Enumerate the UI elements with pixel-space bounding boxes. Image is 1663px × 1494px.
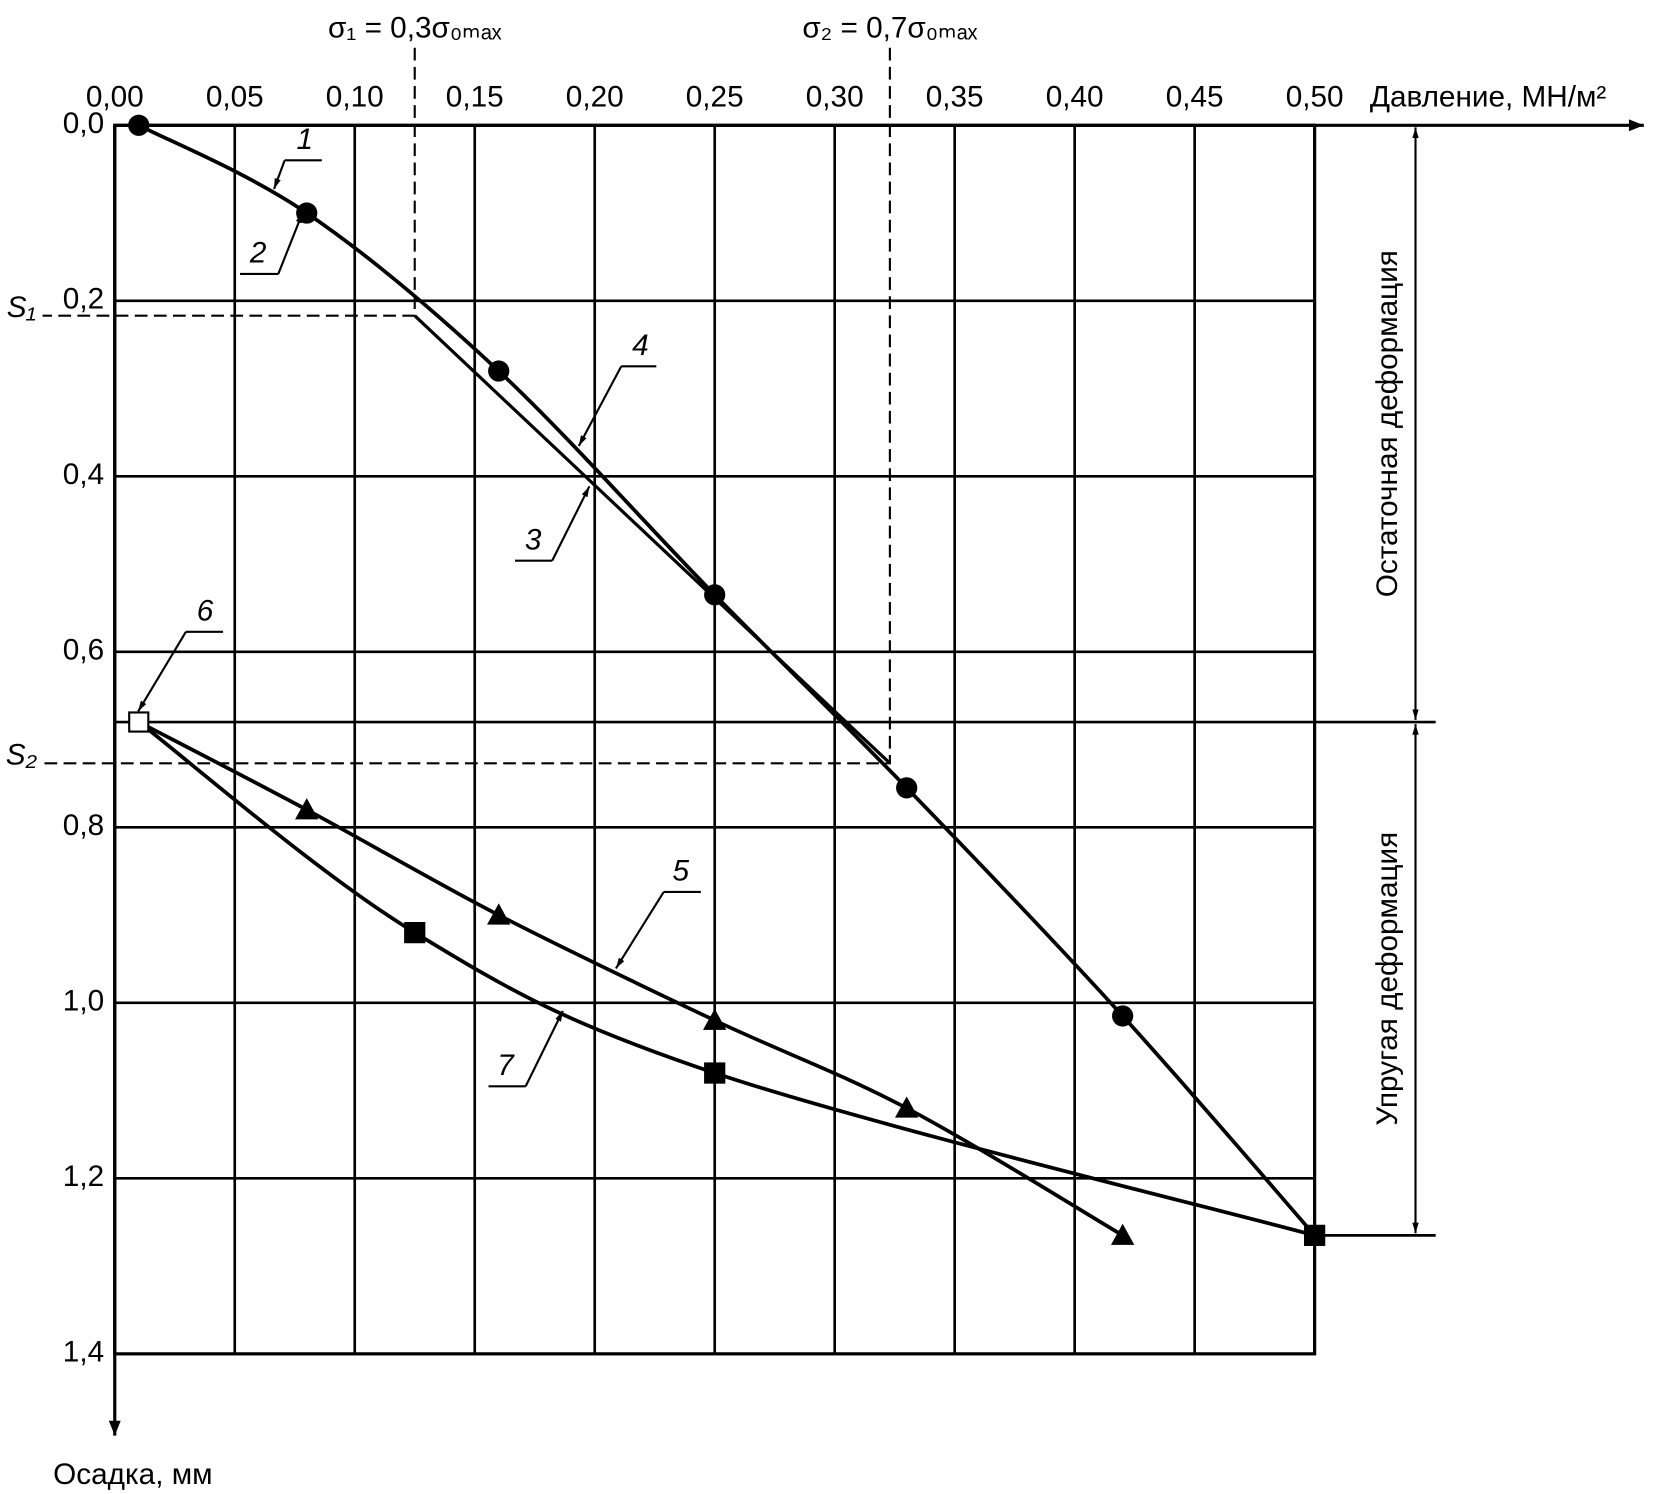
series-line xyxy=(137,720,1316,1238)
annotation-label: 7 xyxy=(497,1049,515,1082)
series-line xyxy=(137,123,1317,1237)
y-tick-label: 1,0 xyxy=(63,985,104,1018)
annotation-leader xyxy=(137,631,187,712)
x-tick-label: 0,15 xyxy=(446,81,504,114)
reference-y-label: S₁ xyxy=(7,291,36,324)
annotation-leader xyxy=(524,1010,564,1087)
annotation-leader xyxy=(615,891,665,969)
point xyxy=(128,711,150,733)
x-axis-label: Давление, МН/м² xyxy=(1370,81,1607,114)
y-tick-label: 0,4 xyxy=(63,458,104,491)
x-tick-label: 0,25 xyxy=(686,81,744,114)
annotation-label: 5 xyxy=(672,855,689,888)
x-tick-label: 0,45 xyxy=(1166,81,1224,114)
frame xyxy=(113,123,1317,1356)
reference-line xyxy=(42,47,891,765)
y-tick-label: 0,8 xyxy=(63,809,104,842)
annotation-label: 2 xyxy=(249,237,267,270)
reference-label: σ₁ = 0,3σ₀ₘₐₓ xyxy=(328,12,502,45)
point xyxy=(128,114,150,136)
annotation-label: 6 xyxy=(197,595,214,628)
point xyxy=(704,584,726,606)
secant-line xyxy=(413,314,891,765)
point xyxy=(1112,1005,1134,1027)
x-tick-label: 0,10 xyxy=(326,81,384,114)
point xyxy=(295,798,319,820)
y-tick-label: 0,6 xyxy=(63,634,104,667)
point xyxy=(404,922,426,944)
annotation-label: 1 xyxy=(297,123,314,156)
point xyxy=(1110,1223,1135,1245)
x-tick-label: 0,50 xyxy=(1286,81,1344,114)
x-tick-label: 0,05 xyxy=(206,81,264,114)
reference-label: σ₂ = 0,7σ₀ₘₐₓ xyxy=(802,12,977,45)
point xyxy=(896,777,918,799)
point xyxy=(487,903,511,925)
x-tick-label: 0,35 xyxy=(926,81,984,114)
x-tick-label: 0,40 xyxy=(1046,81,1104,114)
series-line xyxy=(137,720,1124,1237)
annotation-label: 4 xyxy=(632,329,649,362)
point xyxy=(1304,1224,1326,1246)
x-tick-label: 0,30 xyxy=(806,81,864,114)
y-tick-label: 1,2 xyxy=(63,1160,104,1193)
y-axis-label: Осадка, мм xyxy=(53,1458,212,1491)
y-tick-label: 0,0 xyxy=(63,107,104,140)
zone-label: Остаточная деформация xyxy=(1371,250,1404,597)
point xyxy=(894,1096,919,1118)
x-tick-label: 0,00 xyxy=(86,81,144,114)
annotation-leader xyxy=(277,211,304,275)
annotation-label: 3 xyxy=(525,523,542,556)
y-tick-label: 0,2 xyxy=(63,283,104,316)
point xyxy=(704,1062,726,1084)
x-tick-label: 0,20 xyxy=(566,81,624,114)
annotation-leader xyxy=(551,485,591,562)
point xyxy=(488,360,510,382)
zone-label: Упругая деформация xyxy=(1371,832,1404,1126)
y-tick-label: 1,4 xyxy=(63,1336,104,1369)
point xyxy=(703,1008,727,1030)
annotation-leader xyxy=(273,159,286,190)
reference-y-label: S₂ xyxy=(6,739,38,772)
annotation-leader xyxy=(577,365,623,447)
